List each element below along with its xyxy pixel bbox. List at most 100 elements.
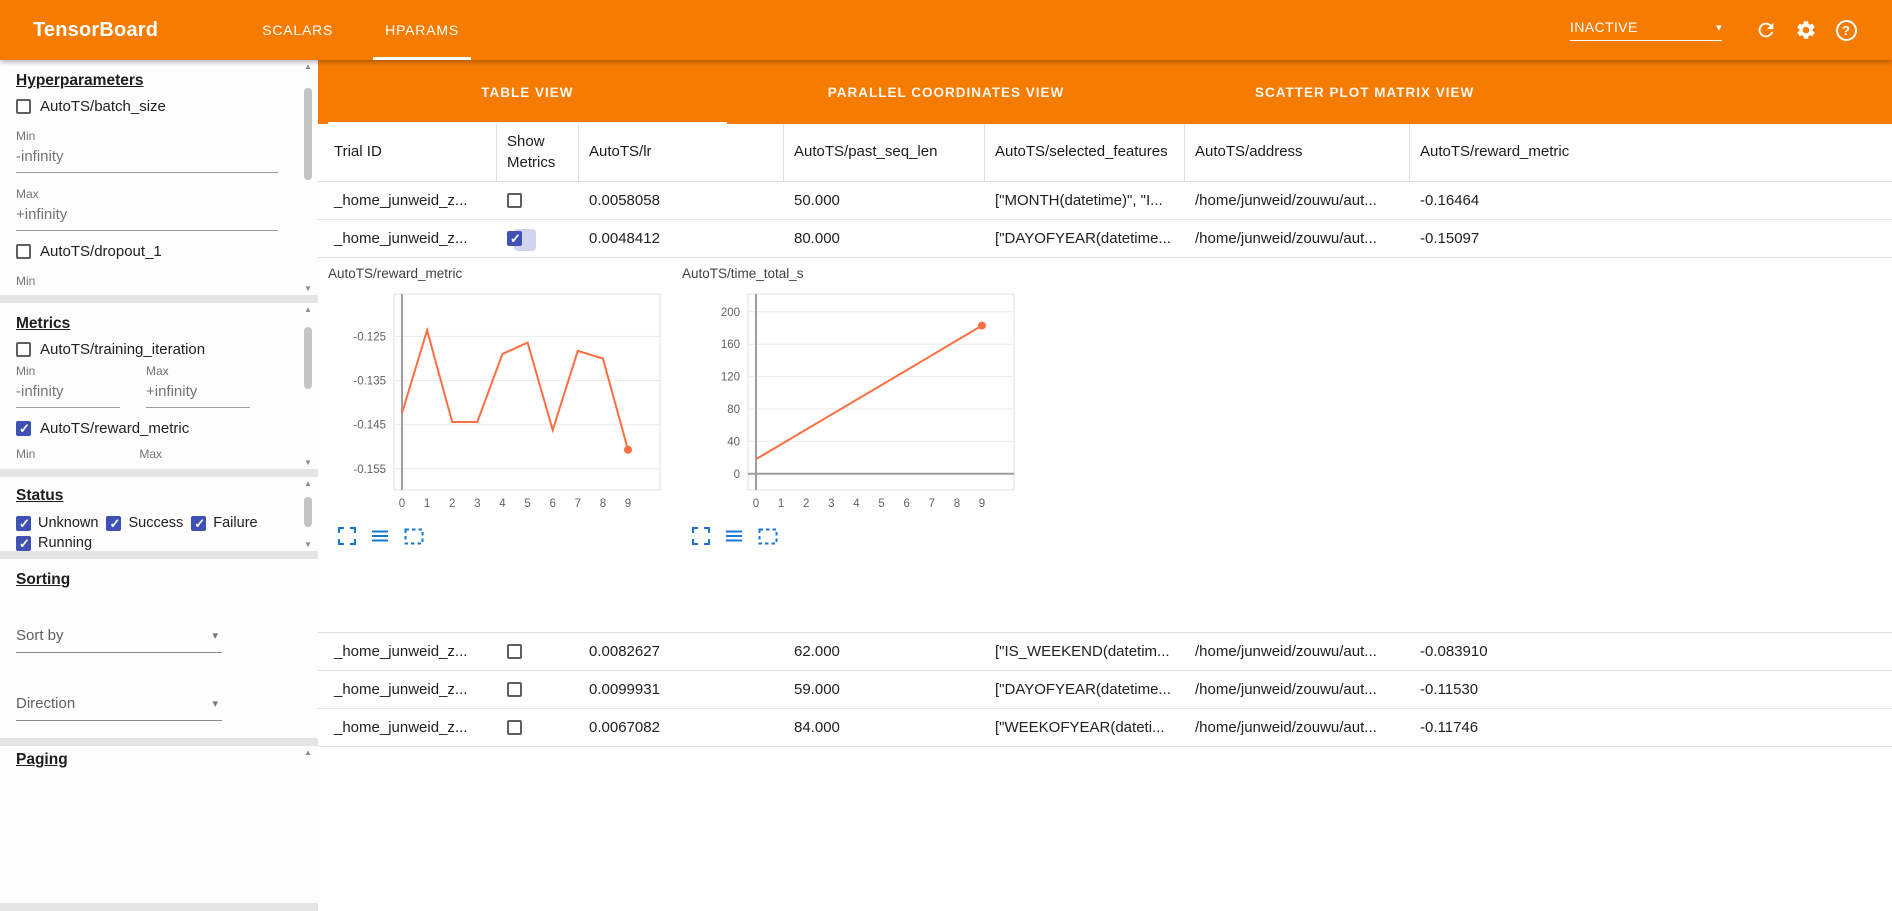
max-label: Max	[16, 187, 39, 201]
scroll-up-icon[interactable]: ▲	[304, 748, 312, 757]
view-data-icon[interactable]	[371, 527, 389, 545]
status-checkbox-failure[interactable]: Failure	[191, 515, 258, 532]
min-label: Min	[16, 129, 36, 143]
checkbox-icon[interactable]	[16, 535, 31, 551]
min-input[interactable]: -infinity	[16, 143, 278, 173]
reset-zoom-icon[interactable]	[758, 528, 778, 545]
min-label: Min	[16, 274, 36, 288]
metric-checkbox-training-iteration[interactable]: AutoTS/training_iteration	[16, 341, 288, 358]
table-row: _home_junweid_z... 0.0067082 84.000 ["WEEKO…	[318, 709, 1892, 747]
status-panel: Status Unknown Success Failure Running ▲ ▼	[0, 477, 318, 551]
scroll-down-icon[interactable]: ▼	[304, 540, 312, 549]
svg-text:4: 4	[853, 498, 860, 510]
sort-by-dropdown[interactable]: Sort by ▾	[16, 623, 222, 653]
line-chart[interactable]: -0.125 -0.135 -0.145 -0.155 0 1 2 3 4 5 6 7 8 9	[324, 284, 676, 516]
max-input[interactable]: +infinity	[146, 378, 250, 408]
tab-parallel-coordinates-view[interactable]: PARALLEL COORDINATES VIEW	[827, 84, 1065, 100]
hparam-checkbox-batch-size[interactable]: AutoTS/batch_size	[16, 98, 288, 115]
show-metrics-checkbox[interactable]	[507, 720, 522, 735]
cell-past-seq-len: 84.000	[794, 719, 840, 736]
scrollbar-thumb[interactable]	[304, 88, 312, 180]
checkbox-icon[interactable]	[106, 515, 122, 532]
svg-text:1: 1	[424, 498, 430, 510]
cell-trial-id: _home_junweid_z...	[334, 643, 468, 660]
scrollbar[interactable]: ▲ ▼	[301, 305, 315, 467]
checkbox-icon[interactable]	[16, 342, 31, 357]
scroll-up-icon[interactable]: ▲	[304, 479, 312, 488]
run-status-selector[interactable]: INACTIVE ▾	[1570, 19, 1722, 41]
table-row: _home_junweid_z... 0.0082627 62.000 ["IS_WE…	[318, 633, 1892, 671]
status-checkbox-unknown[interactable]: Unknown	[16, 515, 98, 532]
question-mark-icon: ?	[1835, 19, 1857, 41]
hparam-checkbox-dropout-1[interactable]: AutoTS/dropout_1	[16, 243, 288, 260]
cell-past-seq-len: 62.000	[794, 643, 840, 660]
scroll-down-icon[interactable]: ▼	[304, 284, 312, 293]
chevron-down-icon: ▾	[212, 630, 218, 642]
cell-past-seq-len: 80.000	[794, 230, 840, 247]
show-metrics-checkbox[interactable]	[507, 193, 522, 208]
svg-text:0: 0	[734, 469, 740, 481]
direction-dropdown[interactable]: Direction ▾	[16, 691, 222, 721]
hparam-label: AutoTS/batch_size	[40, 98, 166, 115]
checkbox-icon[interactable]	[16, 515, 31, 532]
checkbox-icon[interactable]	[16, 421, 31, 437]
scrollbar-thumb[interactable]	[304, 497, 312, 527]
cell-trial-id: _home_junweid_z...	[334, 681, 468, 698]
cell-selected-features: ["WEEKOFYEAR(dateti...	[995, 719, 1165, 736]
refresh-icon[interactable]	[1746, 19, 1786, 41]
column-header: AutoTS/reward_metric	[1420, 143, 1570, 161]
tab-hparams[interactable]: HPARAMS	[359, 0, 485, 60]
svg-text:3: 3	[828, 498, 834, 510]
cell-address: /home/junweid/zouwu/aut...	[1195, 719, 1377, 736]
metric-checkbox-reward-metric[interactable]: AutoTS/reward_metric	[16, 420, 288, 437]
app-title: TensorBoard	[33, 18, 159, 41]
scrollbar[interactable]: ▲ ▼	[301, 479, 315, 549]
sorting-heading: Sorting	[16, 571, 71, 588]
maximize-chart-icon[interactable]	[692, 527, 710, 545]
help-icon[interactable]: ?	[1826, 19, 1866, 41]
chart-title: AutoTS/reward_metric	[328, 266, 463, 281]
sort-by-value: Sort by	[16, 627, 64, 644]
reset-zoom-icon[interactable]	[404, 528, 424, 545]
svg-text:5: 5	[878, 498, 884, 510]
tab-scatter-plot-matrix-view[interactable]: SCATTER PLOT MATRIX VIEW	[1255, 84, 1475, 100]
status-checkbox-success[interactable]: Success	[106, 515, 183, 532]
svg-text:3: 3	[474, 498, 480, 510]
table-row: _home_junweid_z... 0.0048412 80.000 ["DAYOF…	[318, 220, 1892, 258]
scrollbar[interactable]: ▲	[301, 748, 315, 901]
chevron-down-icon: ▾	[212, 698, 218, 710]
svg-text:7: 7	[929, 498, 935, 510]
metrics-charts-row: AutoTS/reward_metric -0.125 -0.135 -0.145 -0…	[318, 258, 1892, 633]
hyperparameters-heading: Hyperparameters	[16, 72, 144, 89]
view-data-icon[interactable]	[725, 527, 743, 545]
column-header: AutoTS/past_seq_len	[784, 124, 985, 181]
min-input[interactable]: -infinity	[16, 378, 120, 408]
show-metrics-checkbox[interactable]	[507, 682, 522, 697]
svg-text:2: 2	[803, 498, 809, 510]
max-input[interactable]: +infinity	[16, 201, 278, 231]
svg-text:160: 160	[721, 339, 740, 351]
maximize-chart-icon[interactable]	[338, 527, 356, 545]
cell-address: /home/junweid/zouwu/aut...	[1195, 192, 1377, 209]
page-layout: Hyperparameters AutoTS/batch_size Min -i…	[0, 60, 1892, 911]
show-metrics-checkbox[interactable]	[507, 229, 536, 251]
scrollbar[interactable]: ▲ ▼	[301, 62, 315, 293]
checkbox-icon[interactable]	[191, 515, 207, 532]
show-metrics-checkbox[interactable]	[507, 644, 522, 659]
cell-trial-id: _home_junweid_z...	[334, 230, 468, 247]
run-status-value: INACTIVE	[1570, 19, 1638, 35]
checkbox-icon[interactable]	[16, 99, 31, 114]
status-checkbox-running[interactable]: Running	[16, 535, 92, 551]
tab-scalars[interactable]: SCALARS	[262, 22, 334, 38]
scroll-up-icon[interactable]: ▲	[304, 62, 312, 71]
scroll-up-icon[interactable]: ▲	[304, 305, 312, 314]
svg-text:9: 9	[625, 498, 631, 510]
line-chart[interactable]: 0 40 80 120 160 200 0 1 2 3 4 5 6 7 8 9	[678, 284, 1030, 516]
scrollbar-thumb[interactable]	[304, 327, 312, 389]
settings-gear-icon[interactable]	[1786, 19, 1826, 41]
chart-toolbar	[324, 521, 678, 545]
scroll-down-icon[interactable]: ▼	[304, 458, 312, 467]
cell-lr: 0.0048412	[589, 230, 660, 247]
tab-table-view[interactable]: TABLE VIEW	[318, 60, 737, 124]
checkbox-icon[interactable]	[16, 244, 31, 259]
